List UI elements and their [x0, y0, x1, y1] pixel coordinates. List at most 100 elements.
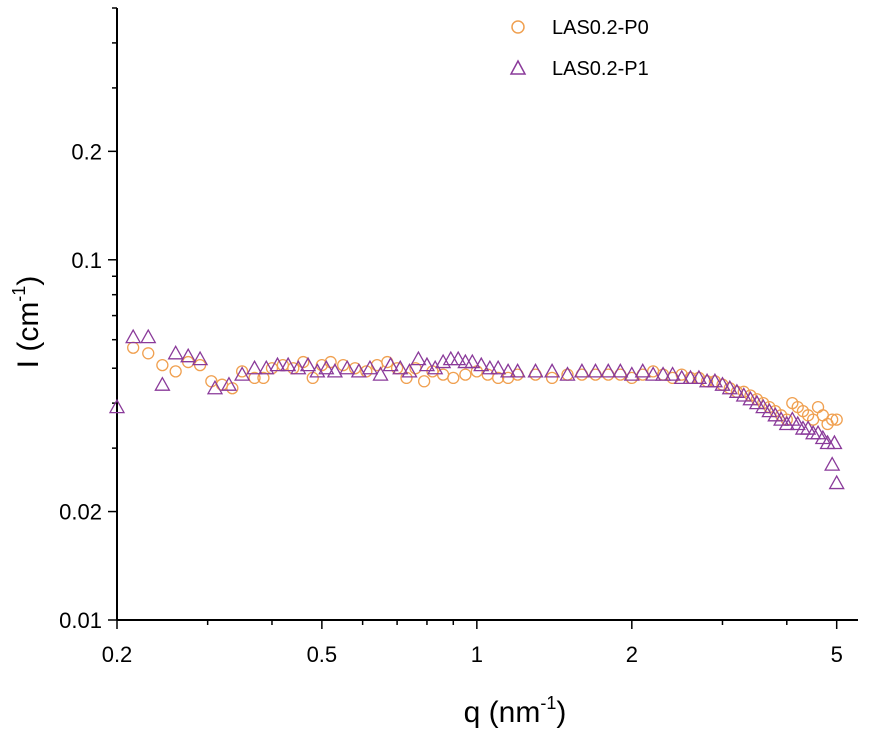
data-point-circle — [248, 371, 261, 385]
x-tick-label: 0.2 — [102, 642, 133, 667]
data-point-triangle — [450, 350, 467, 366]
x-tick-label: 0.5 — [307, 642, 338, 667]
data-point-triangle — [778, 415, 795, 431]
data-point-triangle — [382, 356, 399, 372]
y-axis-title-base: I (cm — [12, 302, 45, 369]
data-point-triangle — [220, 376, 238, 391]
data-point-circle — [459, 368, 472, 381]
data-point-triangle — [634, 363, 651, 378]
data-point-triangle — [140, 328, 157, 344]
data-point-triangle — [682, 369, 699, 385]
data-point-triangle — [372, 366, 389, 381]
data-point-circle — [169, 365, 182, 378]
data-point-circle — [447, 371, 460, 385]
data-point-triangle — [418, 356, 436, 372]
data-point-triangle — [435, 353, 452, 369]
data-point-triangle — [410, 350, 427, 366]
data-point-circle — [545, 371, 559, 385]
data-point-triangle — [690, 369, 708, 385]
legend-label-p1: LAS0.2-P1 — [552, 58, 649, 80]
plot-area — [108, 328, 845, 490]
legend-item-p0: LAS0.2-P0 — [511, 17, 649, 39]
data-point-circle — [492, 371, 505, 385]
data-point-triangle — [761, 402, 778, 418]
legend-marker-circle — [511, 20, 525, 34]
data-point-circle — [127, 341, 140, 354]
data-point-triangle — [664, 366, 681, 381]
x-tick-label: 2 — [626, 642, 638, 667]
data-point-triangle — [280, 356, 297, 372]
x-axis-title-close: ) — [556, 696, 566, 729]
data-point-triangle — [767, 406, 784, 422]
data-point-triangle — [318, 359, 335, 375]
data-point-triangle — [612, 363, 629, 378]
data-point-triangle — [755, 398, 772, 414]
data-point-triangle — [559, 366, 576, 381]
data-point-triangle — [167, 344, 184, 360]
data-point-triangle — [180, 347, 197, 363]
x-axis-title: q (nm-1) — [464, 693, 567, 729]
data-point-triangle — [350, 363, 367, 378]
data-point-circle — [235, 365, 249, 378]
data-point-triangle — [706, 372, 724, 388]
data-point-circle — [417, 375, 431, 388]
data-point-triangle — [805, 424, 822, 440]
data-point-triangle — [600, 363, 617, 378]
x-axis-title-base: q (nm — [464, 696, 541, 729]
y-tick-label: 0.01 — [59, 608, 102, 633]
data-point-triangle — [543, 363, 561, 378]
data-point-triangle — [721, 379, 738, 395]
data-point-triangle — [623, 366, 640, 381]
data-point-triangle — [509, 363, 526, 378]
data-point-triangle — [824, 456, 841, 471]
data-point-triangle — [206, 379, 224, 395]
legend-label-p0: LAS0.2-P0 — [552, 17, 649, 39]
data-point-triangle — [481, 359, 498, 375]
legend-item-p1: LAS0.2-P1 — [509, 58, 649, 80]
y-tick-label: 0.2 — [71, 139, 102, 164]
data-point-triangle — [108, 398, 126, 414]
data-point-triangle — [527, 363, 544, 378]
data-point-triangle — [464, 353, 481, 369]
data-point-circle — [306, 371, 319, 385]
data-point-circle — [215, 378, 229, 391]
series-p0 — [127, 341, 843, 431]
y-axis-title-sup: -1 — [9, 286, 29, 302]
data-point-triangle — [698, 372, 716, 388]
data-point-triangle — [401, 363, 418, 378]
axes: 0.2 0.5 1 2 5 0.01 0.02 0.1 0.2 — [59, 7, 858, 667]
data-point-circle — [826, 413, 839, 426]
data-point-triangle — [728, 383, 746, 398]
data-point-triangle — [490, 359, 507, 375]
data-point-circle — [142, 347, 155, 360]
data-point-triangle — [654, 366, 672, 381]
legend: LAS0.2-P0 LAS0.2-P1 — [509, 17, 649, 80]
data-point-triangle — [326, 363, 344, 378]
series-p1 — [108, 328, 845, 490]
data-point-triangle — [773, 411, 790, 426]
data-point-triangle — [392, 359, 409, 375]
y-tick-label: 0.02 — [59, 500, 102, 525]
data-point-triangle — [742, 390, 759, 406]
data-point-triangle — [339, 359, 356, 375]
x-axis-title-sup: -1 — [540, 693, 556, 713]
data-point-triangle — [748, 394, 766, 410]
data-point-triangle — [789, 415, 806, 431]
data-point-circle — [156, 358, 169, 372]
data-point-triangle — [290, 359, 307, 375]
data-point-triangle — [442, 350, 459, 366]
data-point-triangle — [125, 328, 142, 344]
y-axis-title: I (cm-1) — [9, 276, 45, 369]
x-tick-label: 1 — [471, 642, 483, 667]
data-point-triangle — [473, 356, 490, 372]
data-point-triangle — [645, 366, 662, 381]
data-point-circle — [390, 362, 404, 375]
x-tick-label: 5 — [831, 642, 843, 667]
data-point-triangle — [573, 363, 591, 378]
y-tick-label: 0.1 — [71, 248, 102, 273]
data-point-circle — [830, 413, 843, 426]
data-point-triangle — [673, 369, 690, 385]
data-point-triangle — [784, 411, 801, 426]
data-point-triangle — [714, 376, 731, 391]
